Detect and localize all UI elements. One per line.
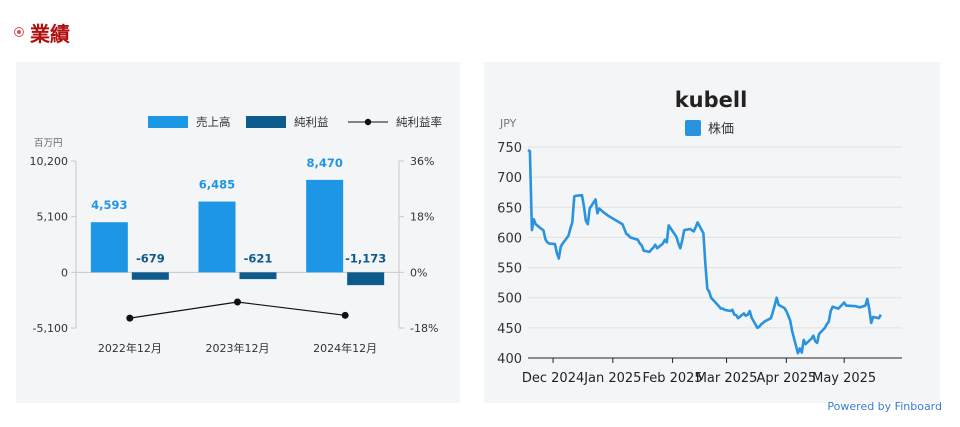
legend-label-0: 売上高 [196, 115, 231, 129]
category-label: 2022年12月 [98, 341, 162, 355]
legend-label: 株価 [708, 122, 734, 137]
bullet-icon [14, 27, 24, 37]
data-label-sales: 4,593 [91, 198, 127, 212]
financials-chart-panel: 売上高 純利益 純利益率百万円 10,200 5,100 0 -5,100 36% 18% 0% -… [16, 62, 460, 403]
data-label-profit: -1,173 [345, 251, 386, 265]
y-tick-label: 650 [497, 201, 522, 216]
right-tick-label: -18% [410, 322, 438, 335]
data-label-sales: 6,485 [199, 178, 235, 192]
x-tick-label: Mar 2025 [696, 371, 758, 386]
margin-point [126, 314, 134, 322]
right-tick-label: 36% [410, 155, 434, 168]
y-tick-label: 550 [497, 262, 522, 277]
x-tick-label: Feb 2025 [642, 371, 702, 386]
powered-by-link[interactable]: Powered by Finboard [827, 400, 942, 413]
bar-profit [347, 272, 385, 286]
y-axis-unit: JPY [499, 117, 517, 130]
y-tick-label: 700 [497, 171, 522, 186]
bar-sales [306, 179, 344, 273]
left-tick-label: 5,100 [37, 211, 69, 224]
y-tick-label: 750 [497, 141, 522, 156]
legend-label-1: 純利益 [294, 115, 329, 129]
bar-profit [239, 272, 277, 280]
category-label: 2023年12月 [206, 341, 270, 355]
left-tick-label: 0 [61, 266, 68, 279]
right-tick-label: 18% [410, 211, 434, 224]
x-tick-label: Apr 2025 [756, 371, 816, 386]
x-tick-label: Dec 2024 [522, 371, 584, 386]
unit-label: 百万円 [34, 138, 63, 149]
section-heading: 業績 [14, 18, 70, 46]
y-tick-label: 400 [497, 352, 522, 367]
category-label: 2024年12月 [313, 341, 377, 355]
chart-title: kubell [675, 88, 748, 112]
legend-swatch-0 [148, 116, 188, 128]
section-title: 業績 [30, 21, 70, 46]
bar-sales [198, 201, 236, 273]
data-label-profit: -679 [136, 251, 165, 265]
legend-label-2: 純利益率 [396, 115, 442, 129]
right-tick-label: 0% [410, 266, 427, 279]
y-tick-label: 450 [497, 322, 522, 337]
y-tick-label: 500 [497, 292, 522, 307]
margin-point [234, 298, 241, 306]
y-tick-label: 600 [497, 231, 522, 246]
data-label-sales: 8,470 [306, 156, 342, 170]
left-tick-label: 10,200 [30, 155, 69, 168]
legend-marker-2 [364, 118, 372, 126]
legend-swatch-1 [246, 116, 286, 128]
data-label-profit: -621 [244, 251, 273, 265]
stock-chart-panel: kubell 株価 JPY 750 700 650 600 550 500 450 400 Dec 2… [484, 62, 940, 403]
x-tick-label: May 2025 [812, 371, 876, 386]
legend-swatch [685, 120, 701, 136]
bar-profit [131, 272, 169, 280]
x-tick-label: Jan 2025 [583, 371, 641, 386]
margin-point [341, 311, 349, 319]
bar-sales [90, 222, 128, 273]
price-line [527, 148, 882, 355]
left-tick-label: -5,100 [33, 322, 68, 335]
